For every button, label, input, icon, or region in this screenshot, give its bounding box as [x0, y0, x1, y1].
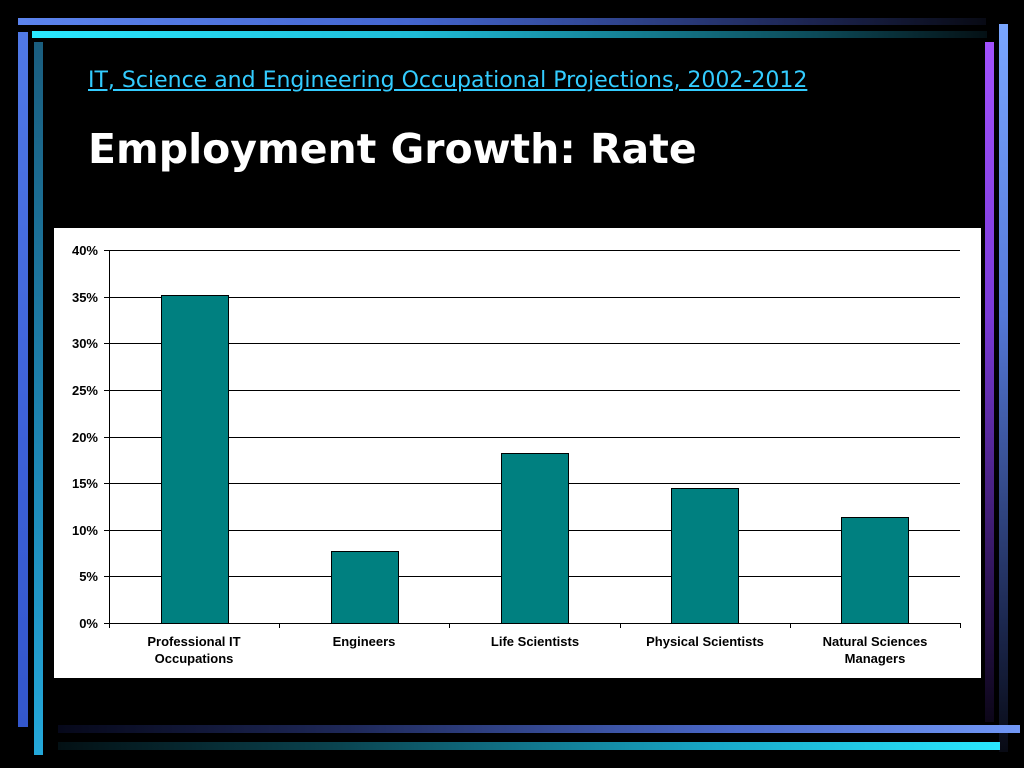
y-tick-label: 25% — [72, 383, 98, 398]
frame-bar-top-outer — [18, 18, 986, 25]
frame-bar-left-inner — [34, 42, 43, 755]
frame-bar-left-outer — [18, 32, 28, 727]
y-tick-label: 15% — [72, 476, 98, 491]
chart-plot-area: 0% 5% 10% 15% 20% 25% 30% 35% 40% — [72, 243, 961, 631]
x-tick-label-engineers: Engineers — [332, 634, 396, 649]
frame-bar-bottom-outer — [58, 725, 1020, 733]
y-tick-label: 35% — [72, 290, 98, 305]
bar-life-scientists — [501, 453, 569, 624]
x-tick-label-professional-it-occupations: Professional IT Occupations — [147, 634, 241, 666]
slide-title: Employment Growth: Rate — [88, 125, 697, 173]
bar-physical-scientists — [671, 488, 739, 624]
bar-engineers — [331, 551, 399, 624]
x-tick-label-physical-scientists: Physical Scientists — [646, 634, 764, 649]
frame-bar-right-outer — [999, 24, 1008, 752]
y-tick-label: 10% — [72, 523, 98, 538]
y-tick-label: 5% — [79, 569, 98, 584]
bar-chart: 0% 5% 10% 15% 20% 25% 30% 35% 40% Professional I… — [54, 228, 981, 678]
y-tick-label: 0% — [79, 616, 98, 631]
frame-bar-right-inner — [985, 42, 994, 722]
y-tick-label: 20% — [72, 430, 98, 445]
subtitle-link[interactable]: IT, Science and Engineering Occupational… — [88, 68, 808, 93]
x-tick-label-natural-sciences-managers: Natural Sciences Managers — [822, 634, 928, 666]
frame-bar-top-inner — [32, 31, 987, 38]
y-tick-label: 30% — [72, 336, 98, 351]
bar-natural-sciences-managers — [841, 517, 909, 624]
frame-bar-bottom-inner — [58, 742, 1000, 750]
bar-professional-it-occupations — [161, 295, 229, 624]
x-tick-label-life-scientists: Life Scientists — [490, 634, 580, 649]
y-tick-label: 40% — [72, 243, 98, 258]
